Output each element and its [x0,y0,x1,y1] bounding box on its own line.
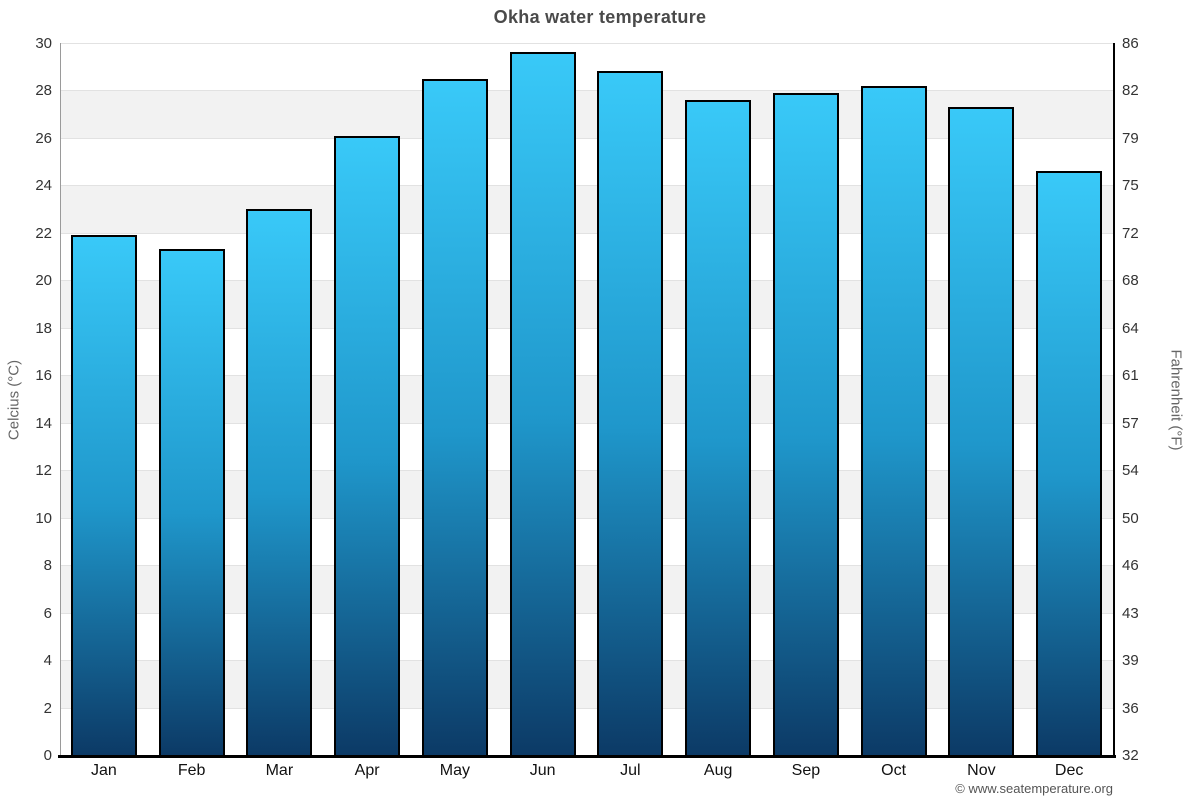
y-axis-right-line [1113,43,1115,755]
fahrenheit-tick-label: 68 [1122,272,1139,290]
y-axis-right-title: Fahrenheit (°F) [1167,349,1185,451]
fahrenheit-tick-label: 72 [1122,224,1139,242]
gridline [60,280,1113,282]
fahrenheit-tick-label: 50 [1122,509,1139,527]
bar-feb[interactable] [158,249,225,755]
background-band [60,185,1113,233]
bar-oct[interactable] [860,85,927,755]
month-label-oct: Oct [881,762,907,779]
celsius-tick-label: 10 [35,509,52,527]
month-label-mar: Mar [265,762,294,779]
fahrenheit-tick-label: 82 [1122,82,1139,100]
celsius-tick-label: 24 [35,177,52,195]
bar-apr[interactable] [334,135,401,755]
background-band [60,375,1113,423]
fahrenheit-tick-label: 86 [1122,35,1139,52]
fahrenheit-tick-label: 57 [1122,414,1139,432]
month-label-sep: Sep [791,762,821,779]
gridline [60,90,1113,92]
gridline [60,327,1113,329]
celsius-tick-label: 26 [35,129,52,147]
background-band [60,43,1113,90]
background-band [60,660,1113,708]
bar-jul[interactable] [597,71,664,755]
bar-sep[interactable] [772,92,839,755]
gridline [60,660,1113,662]
bar-jan[interactable] [70,235,137,755]
month-label-may: May [439,762,470,779]
month-label-feb: Feb [177,762,206,779]
gridline [60,707,1113,709]
fahrenheit-tick-label: 36 [1122,699,1139,717]
gridline [60,375,1113,377]
bar-mar[interactable] [246,209,313,755]
fahrenheit-tick-label: 32 [1122,747,1139,764]
celsius-tick-label: 2 [43,699,52,717]
gridline [60,470,1113,472]
celsius-tick-label: 20 [35,272,52,290]
celsius-tick-label: 8 [43,557,52,575]
fahrenheit-tick-label: 79 [1122,129,1139,147]
plot-area [60,43,1113,756]
gridline [60,232,1113,234]
background-band [60,565,1113,613]
month-label-aug: Aug [703,762,733,779]
fahrenheit-tick-label: 43 [1122,604,1139,622]
gridline [60,612,1113,614]
gridline [60,517,1113,519]
copyright-footer: © www.seatemperature.org [955,781,1113,796]
bar-nov[interactable] [948,107,1015,755]
fahrenheit-tick-label: 54 [1122,462,1139,480]
celsius-tick-label: 12 [35,462,52,480]
month-label-apr: Apr [354,762,380,779]
bar-may[interactable] [421,78,488,755]
bar-aug[interactable] [685,99,752,755]
background-band [60,90,1113,138]
fahrenheit-tick-label: 46 [1122,557,1139,575]
celsius-tick-label: 6 [43,604,52,622]
background-band [60,280,1113,328]
month-label-jun: Jun [529,762,556,779]
background-band [60,470,1113,518]
x-axis-line [58,755,1116,758]
gridline [60,43,1113,44]
month-label-nov: Nov [967,762,996,779]
month-label-jul: Jul [620,762,641,779]
celsius-tick-label: 4 [43,652,52,670]
gridline [60,137,1113,139]
y-axis-left-line [60,43,61,755]
celsius-tick-label: 16 [35,367,52,385]
gridline [60,422,1113,424]
y-axis-left-title: Celcius (°C) [5,359,23,441]
fahrenheit-tick-label: 39 [1122,652,1139,670]
gridline [60,185,1113,187]
bar-dec[interactable] [1036,171,1103,755]
chart-title: Okha water temperature [493,7,707,27]
celsius-tick-label: 22 [35,224,52,242]
fahrenheit-tick-label: 64 [1122,319,1139,337]
celsius-tick-label: 18 [35,319,52,337]
celsius-tick-label: 30 [35,35,52,52]
bar-jun[interactable] [509,52,576,755]
month-label-dec: Dec [1054,762,1084,779]
celsius-tick-label: 14 [35,414,52,432]
fahrenheit-tick-label: 75 [1122,177,1139,195]
celsius-tick-label: 0 [43,747,52,764]
celsius-tick-label: 28 [35,82,52,100]
month-label-jan: Jan [90,762,117,779]
gridline [60,565,1113,567]
fahrenheit-tick-label: 61 [1122,367,1139,385]
